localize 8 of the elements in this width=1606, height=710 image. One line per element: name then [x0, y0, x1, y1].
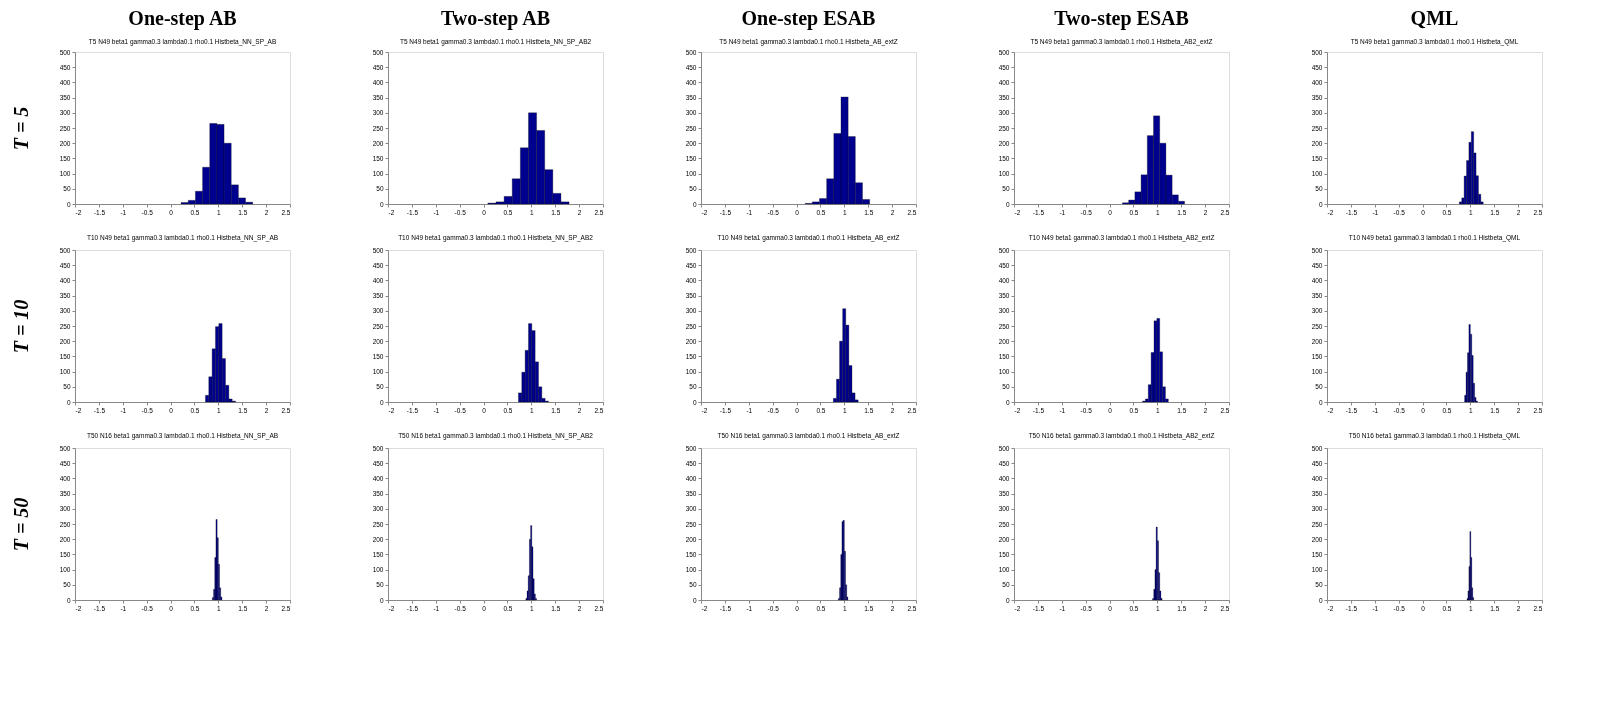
y-axis-title: T = 50 [9, 497, 32, 552]
y-axis-title: T = 10 [9, 299, 32, 354]
chart-title: Two-step ESAB [1054, 6, 1189, 30]
chart-title: Two-step AB [440, 6, 551, 30]
y-axis-title: T = 5 [9, 106, 32, 151]
chart-title: One-step ESAB [741, 6, 876, 30]
chart-title: QML [1410, 6, 1459, 29]
chart-title: One-step AB [128, 6, 237, 30]
